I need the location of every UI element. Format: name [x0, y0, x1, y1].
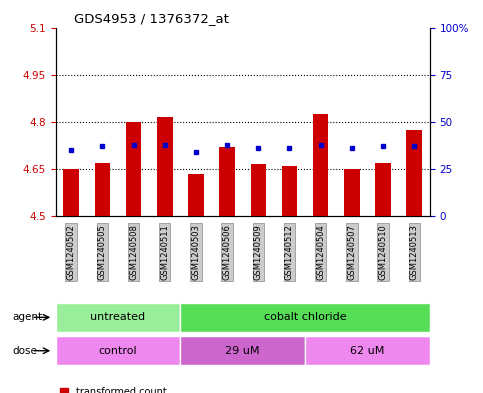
- Text: GSM1240513: GSM1240513: [410, 224, 419, 280]
- Text: agent: agent: [12, 312, 42, 322]
- Legend: transformed count, percentile rank within the sample: transformed count, percentile rank withi…: [60, 387, 241, 393]
- Text: 62 uM: 62 uM: [350, 346, 384, 356]
- Bar: [305, 336, 430, 365]
- Bar: [157, 117, 172, 216]
- Text: untreated: untreated: [90, 312, 145, 322]
- Bar: [56, 303, 180, 332]
- Text: GSM1240503: GSM1240503: [191, 224, 200, 280]
- Bar: [188, 174, 204, 216]
- Bar: [63, 169, 79, 216]
- Text: cobalt chloride: cobalt chloride: [264, 312, 346, 322]
- Text: control: control: [99, 346, 137, 356]
- Bar: [219, 147, 235, 216]
- Text: GDS4953 / 1376372_at: GDS4953 / 1376372_at: [74, 12, 229, 25]
- Bar: [407, 130, 422, 216]
- Text: GSM1240505: GSM1240505: [98, 224, 107, 280]
- Bar: [375, 163, 391, 216]
- Text: GSM1240510: GSM1240510: [379, 224, 387, 280]
- Bar: [180, 303, 430, 332]
- Text: GSM1240512: GSM1240512: [285, 224, 294, 280]
- Text: GSM1240504: GSM1240504: [316, 224, 325, 280]
- Text: GSM1240511: GSM1240511: [160, 224, 169, 280]
- Bar: [126, 122, 142, 216]
- Text: GSM1240508: GSM1240508: [129, 224, 138, 280]
- Bar: [313, 114, 328, 216]
- Bar: [95, 163, 110, 216]
- Text: 29 uM: 29 uM: [226, 346, 260, 356]
- Text: GSM1240507: GSM1240507: [347, 224, 356, 280]
- Text: GSM1240509: GSM1240509: [254, 224, 263, 280]
- Bar: [344, 169, 360, 216]
- Bar: [56, 336, 180, 365]
- Text: GSM1240502: GSM1240502: [67, 224, 76, 280]
- Text: dose: dose: [12, 346, 37, 356]
- Text: GSM1240506: GSM1240506: [223, 224, 232, 280]
- Bar: [180, 336, 305, 365]
- Bar: [282, 166, 298, 216]
- Bar: [251, 164, 266, 216]
